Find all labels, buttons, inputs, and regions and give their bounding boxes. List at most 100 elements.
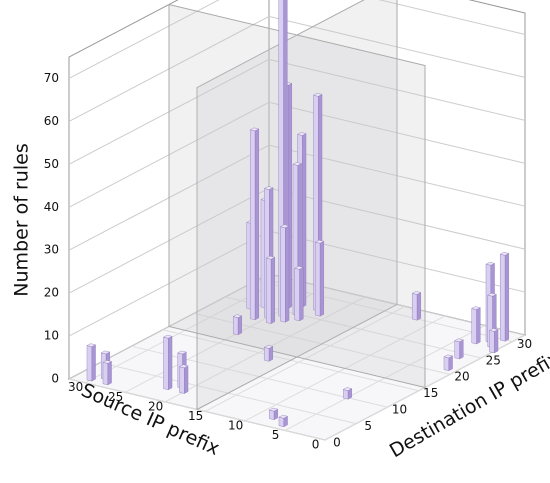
- y-tick-label: 30: [517, 337, 532, 351]
- grid-line: [68, 144, 526, 251]
- z-axis-title: Number of rules: [11, 143, 33, 296]
- z-tick-label: 40: [44, 200, 59, 214]
- bar-top: [263, 345, 274, 349]
- bar-top: [265, 255, 276, 260]
- bar-face: [91, 344, 96, 382]
- bar-top: [178, 364, 189, 369]
- bar-top: [268, 407, 279, 412]
- bar-face: [179, 366, 185, 394]
- bar-face: [454, 340, 460, 360]
- bar: [279, 224, 290, 323]
- grid-line: [68, 101, 526, 208]
- bar-top: [454, 338, 464, 343]
- bar-face: [285, 225, 290, 323]
- bar-face: [250, 129, 256, 321]
- bar-face: [270, 256, 275, 324]
- bar-top: [278, 414, 289, 419]
- bar: [443, 354, 454, 372]
- bar-top: [314, 239, 325, 244]
- bar-face: [476, 307, 481, 345]
- bar-top: [162, 334, 173, 339]
- z-tick-label: 50: [44, 157, 59, 171]
- bar-face: [102, 362, 108, 386]
- bar-top: [488, 328, 499, 332]
- bar: [178, 364, 189, 394]
- y-tick-label: 10: [392, 403, 407, 417]
- bar-face: [268, 346, 273, 362]
- bar: [471, 306, 481, 345]
- bar: [314, 239, 325, 317]
- bar-face: [254, 128, 259, 321]
- bar-face: [269, 409, 275, 420]
- bar: [265, 255, 276, 324]
- bar: [278, 414, 289, 428]
- bar-top: [100, 350, 111, 355]
- bar-top: [294, 266, 304, 270]
- bar-face: [280, 226, 286, 323]
- bar: [342, 387, 353, 400]
- bar-top: [102, 360, 113, 364]
- y-tick-label: 5: [364, 419, 372, 433]
- z-tick-label: 60: [44, 114, 59, 128]
- bar-top: [485, 261, 496, 266]
- bar-face: [168, 335, 173, 391]
- bar-top: [263, 186, 274, 190]
- z-tick-label: 0: [51, 372, 59, 386]
- bar-top: [232, 314, 243, 318]
- bar-face: [264, 347, 270, 362]
- y-tick-label: 0: [333, 435, 341, 449]
- bar-top: [249, 127, 260, 132]
- bar-top: [86, 343, 97, 347]
- bar: [232, 314, 243, 336]
- bar-face: [86, 345, 92, 382]
- bar: [488, 328, 499, 354]
- x-tick-label: 30: [68, 380, 83, 394]
- bar-face: [184, 365, 189, 394]
- bar-top: [487, 292, 497, 297]
- bar: [249, 127, 260, 321]
- bar-top: [292, 162, 303, 166]
- grid-line: [68, 58, 526, 165]
- bar-face: [266, 257, 272, 324]
- x-tick-label: 20: [148, 399, 163, 413]
- bar: [268, 407, 279, 421]
- bar: [162, 334, 173, 391]
- bar-face: [500, 253, 506, 342]
- bar-face: [416, 292, 421, 321]
- y-tick-label: 15: [423, 386, 438, 400]
- z-tick-label: 10: [44, 329, 59, 343]
- bar-top: [471, 306, 481, 310]
- bar: [263, 345, 274, 362]
- bar-face: [448, 355, 453, 372]
- bar-face: [504, 253, 509, 342]
- bar-face: [237, 315, 242, 336]
- x-tick-label: 15: [188, 409, 203, 423]
- bar-face: [494, 329, 499, 354]
- bar-face: [471, 308, 477, 345]
- y-tick-label: 25: [486, 353, 501, 367]
- bar-face: [412, 293, 418, 321]
- z-tick-label: 70: [44, 71, 59, 85]
- bar-top: [411, 291, 422, 295]
- bar-top: [499, 252, 510, 256]
- bar: [294, 266, 304, 322]
- bar-face: [489, 330, 495, 354]
- bar: [86, 343, 97, 382]
- bar-top: [312, 93, 323, 97]
- bar: [411, 291, 422, 321]
- bar-top: [296, 132, 307, 136]
- bar-face: [319, 240, 324, 317]
- bar-face: [107, 361, 112, 386]
- bar-face: [315, 241, 321, 317]
- z-tick-label: 30: [44, 243, 59, 257]
- bar: [499, 252, 510, 342]
- x-tick-label: 25: [108, 390, 123, 404]
- bar-face: [343, 389, 349, 400]
- bar-face: [163, 336, 169, 391]
- y-tick-label: 20: [454, 370, 469, 384]
- bar: [454, 338, 464, 360]
- x-tick-label: 5: [272, 428, 280, 442]
- bar-face: [278, 416, 284, 428]
- bar-top: [342, 387, 353, 391]
- bar-face: [443, 356, 449, 371]
